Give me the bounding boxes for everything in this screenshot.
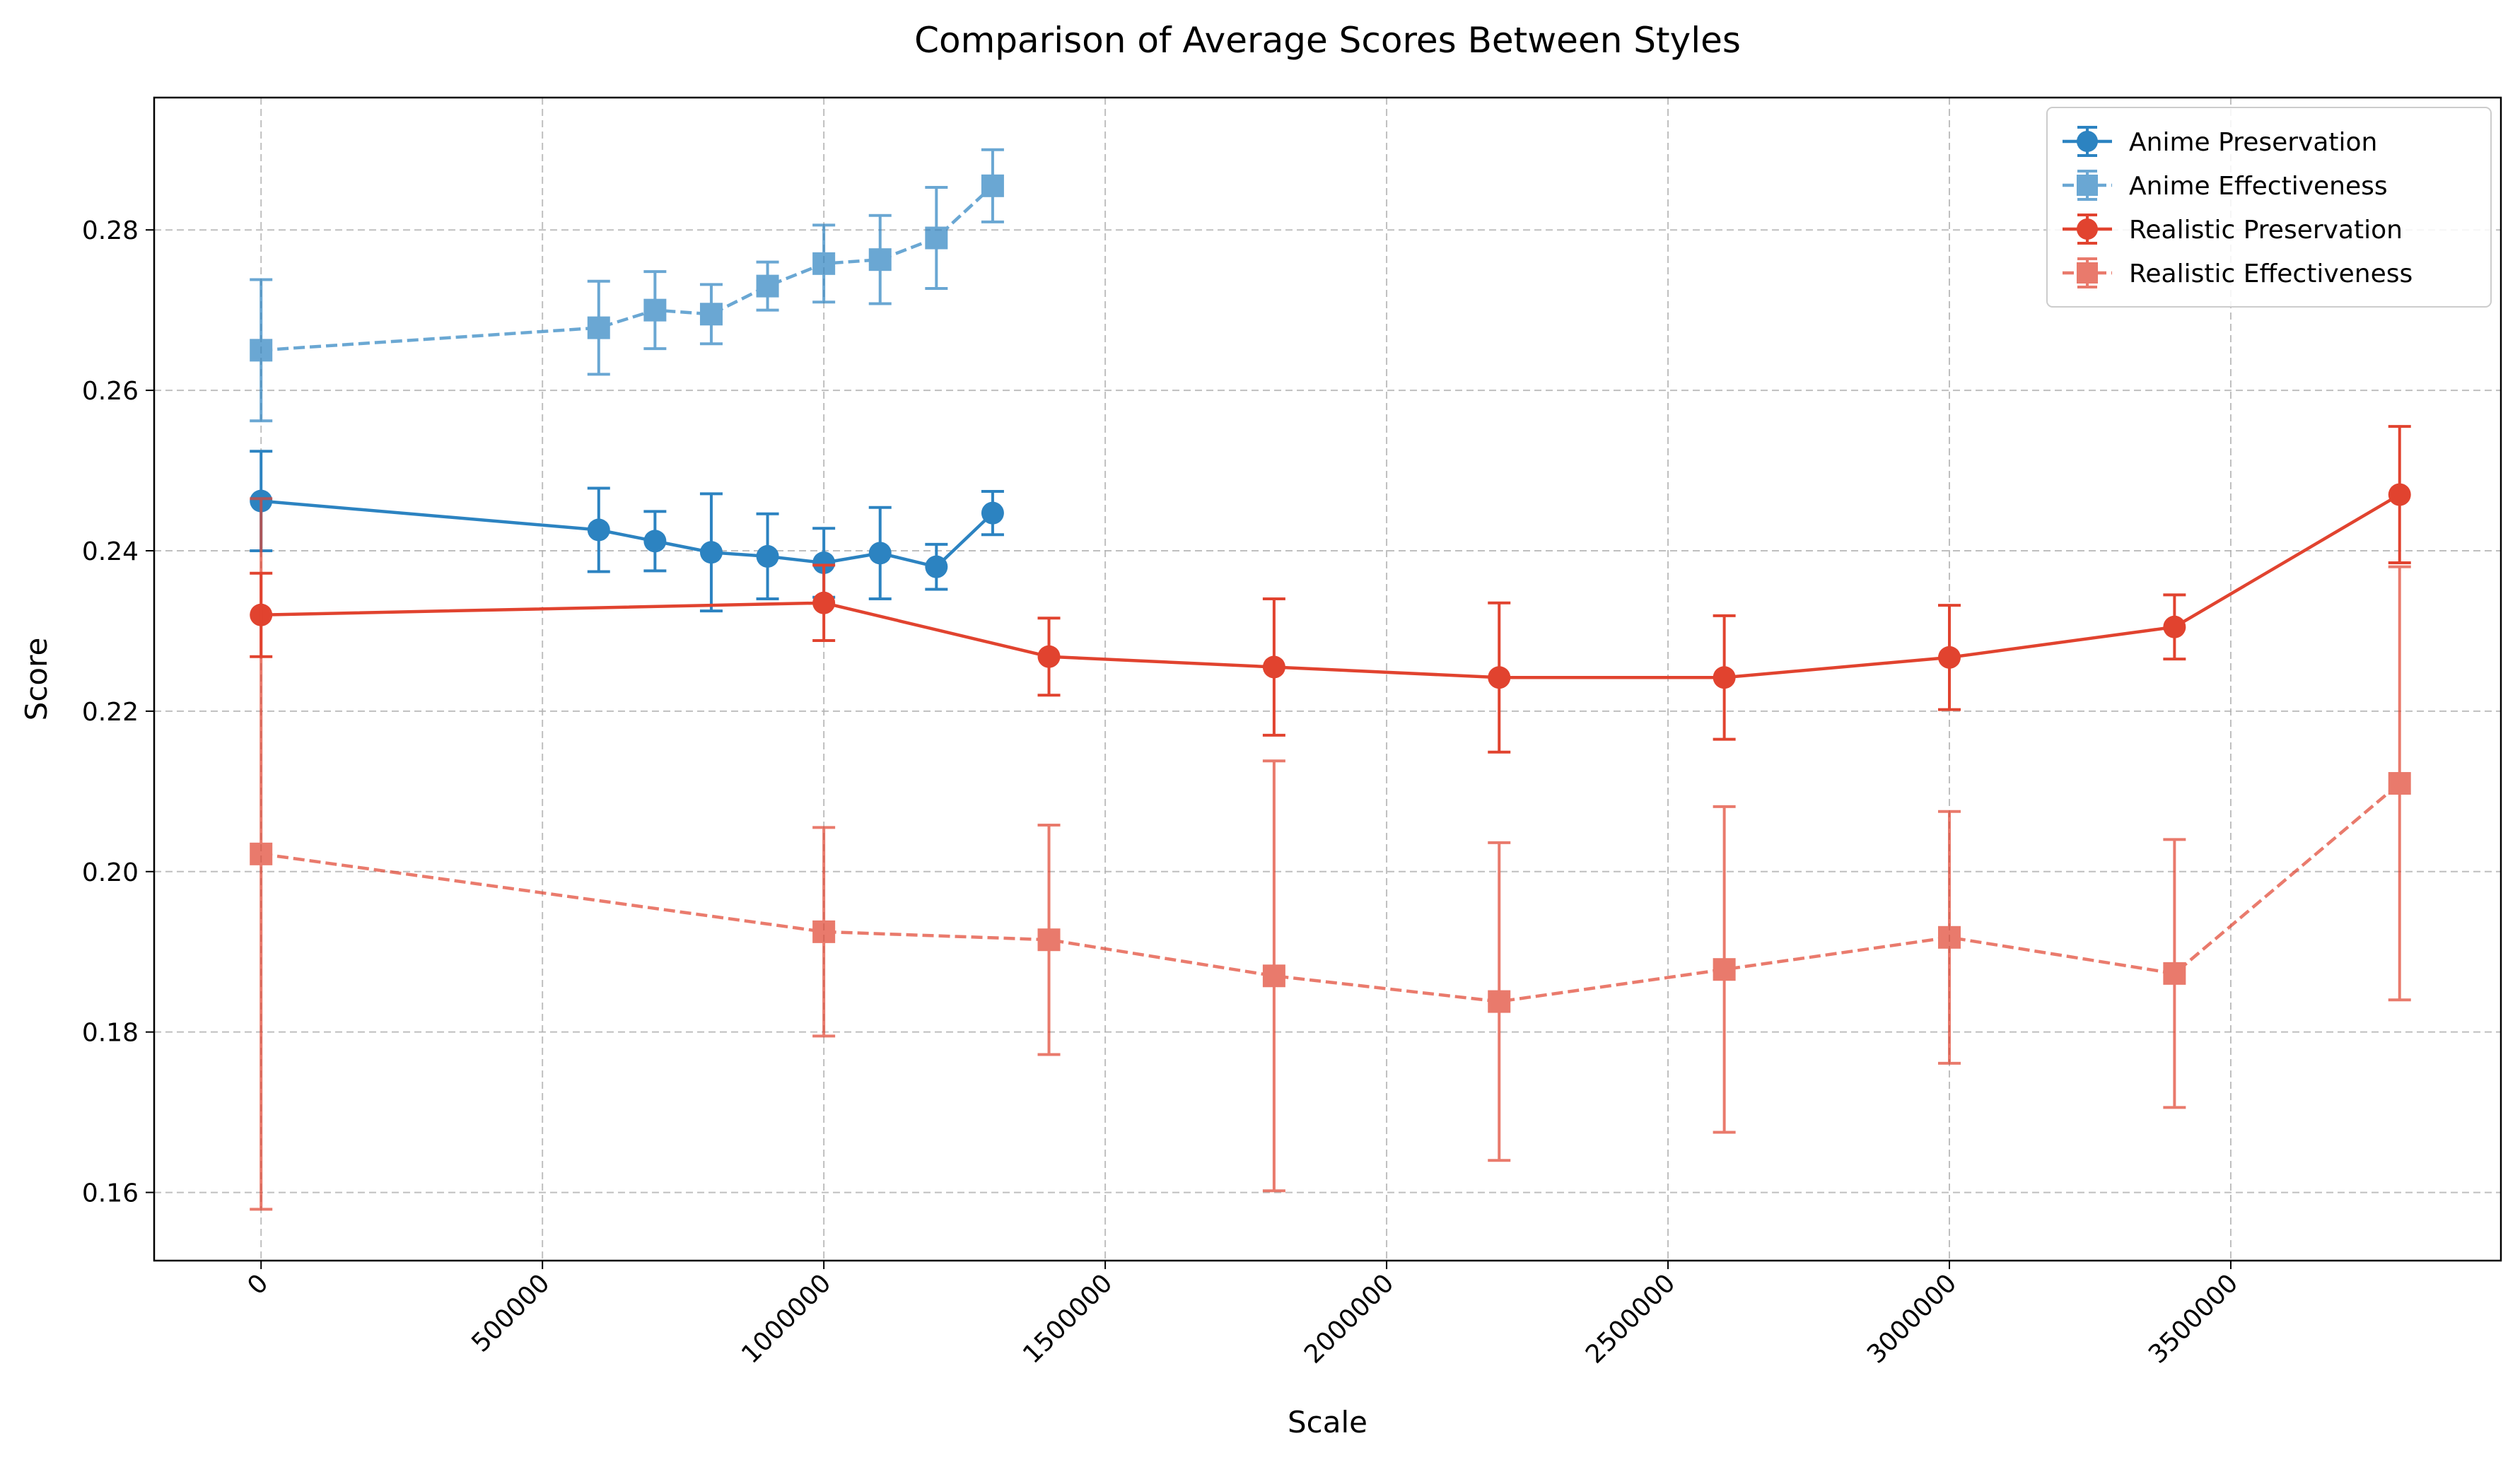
legend-marker (2077, 262, 2098, 284)
legend-label: Realistic Effectiveness (2129, 259, 2413, 288)
data-point (1937, 925, 1961, 949)
data-point (925, 226, 948, 250)
data-point (2388, 483, 2411, 506)
chart-title: Comparison of Average Scores Between Sty… (914, 20, 1741, 61)
legend-label: Anime Effectiveness (2129, 172, 2388, 201)
series-line (260, 782, 2401, 1003)
series-line (261, 185, 994, 352)
data-point (2163, 615, 2186, 638)
y-tick-label: 0.22 (82, 698, 139, 727)
legend-box (2046, 107, 2492, 308)
data-point (868, 542, 892, 565)
legend-label: Anime Preservation (2129, 128, 2377, 157)
data-point (1937, 646, 1961, 669)
legend-label: Realistic Preservation (2129, 216, 2403, 245)
data-point (250, 339, 273, 362)
data-point (1488, 990, 1511, 1013)
data-point (756, 544, 779, 568)
data-point (699, 303, 723, 326)
y-tick-label: 0.16 (82, 1179, 139, 1208)
data-point (1488, 666, 1511, 689)
data-point (812, 920, 836, 943)
legend-marker (2077, 131, 2098, 152)
data-point (250, 842, 273, 865)
data-point (1037, 928, 1061, 952)
data-point (812, 252, 836, 275)
data-point (587, 316, 610, 339)
data-point (756, 274, 779, 298)
y-tick-label: 0.18 (82, 1019, 139, 1048)
legend: Anime Preservation Anime Effectiveness Rea… (2046, 107, 2492, 308)
y-tick-label: 0.24 (82, 537, 139, 566)
data-point (981, 501, 1004, 525)
data-point (868, 248, 892, 271)
data-point (1262, 655, 1285, 679)
data-point (643, 530, 667, 553)
data-point (925, 555, 948, 578)
legend-marker (2077, 218, 2098, 240)
data-point (699, 541, 723, 564)
series-group (250, 148, 2411, 1211)
legend-marker (2077, 175, 2098, 196)
y-tick-label: 0.20 (82, 858, 139, 887)
data-point (1262, 964, 1285, 988)
data-point (1713, 666, 1736, 689)
x-axis-label: Scale (1288, 1405, 1367, 1439)
data-point (2388, 771, 2411, 795)
y-tick-label: 0.28 (82, 216, 139, 245)
data-point (812, 591, 836, 614)
plot-frame (153, 96, 2502, 1262)
legend-item (2063, 257, 2112, 288)
y-axis-label: Score (19, 638, 54, 721)
data-point (1713, 958, 1736, 981)
legend-item (2063, 126, 2112, 157)
legend-item (2063, 214, 2112, 245)
data-point (2163, 962, 2186, 985)
data-point (812, 551, 836, 574)
series-realistic-preservation (250, 425, 2411, 754)
legend-item (2063, 170, 2112, 201)
y-tick-label: 0.26 (82, 377, 139, 406)
series-realistic-effectiveness (250, 497, 2411, 1211)
series-anime-effectiveness (250, 148, 1004, 423)
data-point (981, 174, 1004, 197)
data-point (643, 298, 667, 322)
data-point (587, 518, 610, 542)
data-point (1037, 645, 1061, 668)
